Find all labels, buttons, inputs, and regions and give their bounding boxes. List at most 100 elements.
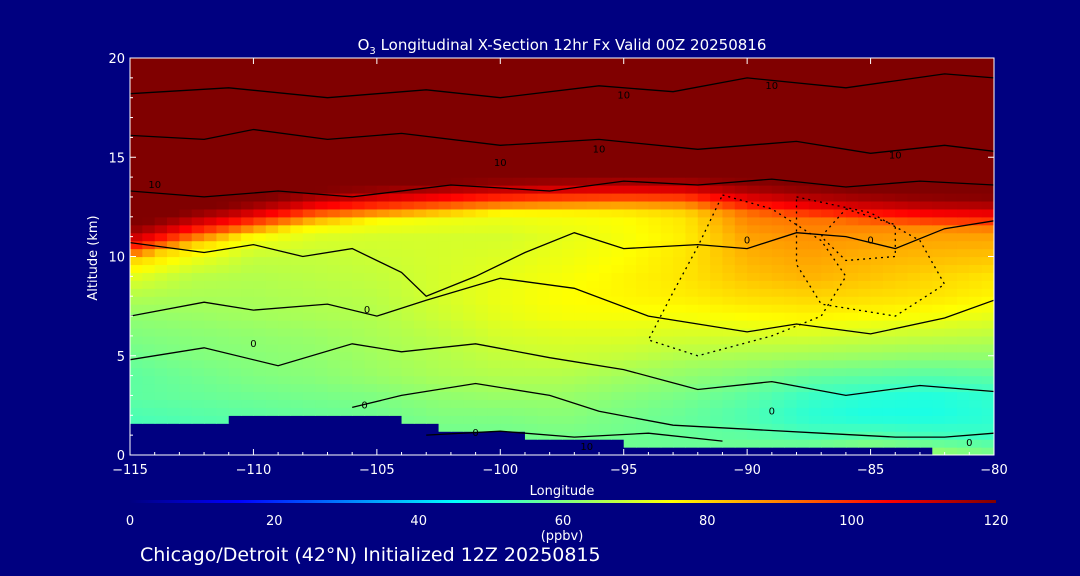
heatmap-cell [882,327,896,337]
heatmap-cell [253,375,267,385]
heatmap-cell [685,232,699,242]
heatmap-cell [265,161,279,170]
heatmap-cell [426,296,440,305]
heatmap-cell [302,288,316,297]
heatmap-cell [611,89,625,99]
heatmap-cell [660,161,674,170]
heatmap-cell [586,200,600,210]
heatmap-cell [426,399,440,408]
heatmap-cell [562,312,575,321]
heatmap-cell [833,232,847,242]
heatmap-cell [660,327,674,337]
heatmap-cell [821,89,835,99]
heatmap-cell [450,256,464,266]
heatmap-cell [524,113,538,123]
heatmap-cell [376,248,390,258]
heatmap-cell [191,216,205,226]
heatmap-cell [907,192,921,202]
heatmap-cell [364,399,378,408]
heatmap-cell [339,240,353,250]
heatmap-cell [142,423,156,432]
heatmap-cell [969,177,983,186]
heatmap-cell [747,367,761,377]
heatmap-cell [771,89,785,99]
heatmap-cell [191,105,205,115]
heatmap-cell [228,137,242,146]
heatmap-cell [327,359,341,369]
heatmap-cell [364,391,378,401]
heatmap-cell [204,375,217,385]
heatmap-cell [524,447,538,455]
heatmap-cell [500,240,514,250]
heatmap-cell [413,304,427,313]
heatmap-cell [870,320,884,329]
heatmap-cell [228,153,242,162]
heatmap-cell [463,185,477,194]
heatmap-cell [290,232,304,242]
heatmap-cell [833,129,847,138]
heatmap-cell [685,288,699,297]
heatmap-cell [500,208,514,218]
heatmap-cell [216,161,230,170]
heatmap-cell [154,375,168,385]
heatmap-cell [660,280,674,289]
heatmap-cell [265,280,279,289]
heatmap-cell [747,296,761,305]
heatmap-cell [228,113,242,123]
heatmap-cell [302,415,316,424]
heatmap-cell [870,399,884,408]
heatmap-cell [932,208,946,218]
heatmap-cell [389,367,403,377]
heatmap-cell [278,447,292,455]
heatmap-cell [969,304,983,313]
heatmap-cell [796,105,810,115]
heatmap-cell [450,343,464,353]
heatmap-cell [562,105,575,115]
heatmap-cell [845,327,859,337]
heatmap-cell [191,312,205,321]
heatmap-cell [228,121,242,131]
heatmap-cell [734,296,748,305]
heatmap-cell [302,359,316,369]
heatmap-cell [167,415,180,424]
y-tick-label: 5 [117,350,125,365]
heatmap-cell [191,375,205,385]
heatmap-cell [179,431,193,440]
heatmap-cell [253,439,267,448]
heatmap-cell [475,185,489,194]
heatmap-cell [796,137,810,146]
heatmap-cell [623,81,637,91]
heatmap-cell [636,224,649,234]
heatmap-cell [228,280,242,289]
heatmap-cell [438,407,452,416]
heatmap-cell [697,129,711,138]
heatmap-cell [339,121,353,131]
heatmap-cell [389,415,403,424]
heatmap-cell [722,121,736,131]
heatmap-cell [524,81,538,91]
heatmap-cell [562,89,575,99]
heatmap-cell [919,320,933,329]
heatmap-cell [660,256,674,266]
heatmap-cell [821,439,835,448]
heatmap-cell [648,264,662,273]
heatmap-cell [352,137,366,146]
heatmap-cell [586,97,600,107]
heatmap-cell [796,65,810,75]
heatmap-cell [919,185,933,194]
heatmap-cell [167,113,180,123]
heatmap-cell [574,407,588,416]
heatmap-cell [747,153,761,162]
heatmap-cell [784,399,798,408]
heatmap-cell [191,200,205,210]
heatmap-cell [290,343,304,353]
heatmap-cell [882,129,896,138]
heatmap-cell [549,351,563,361]
heatmap-cell [660,439,674,448]
heatmap-cell [475,89,489,99]
heatmap-cell [599,415,612,424]
heatmap-cell [154,137,168,146]
heatmap-cell [821,161,835,170]
heatmap-cell [401,264,415,273]
heatmap-cell [882,407,896,416]
